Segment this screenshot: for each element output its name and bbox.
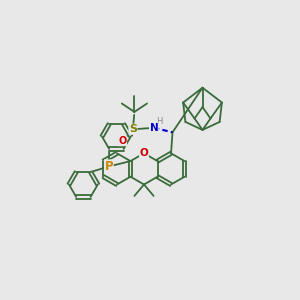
Text: S: S: [129, 124, 137, 134]
Text: N: N: [149, 123, 158, 133]
Text: H: H: [156, 117, 163, 126]
Text: P: P: [105, 160, 113, 173]
Text: O: O: [118, 136, 127, 146]
Text: O: O: [140, 148, 148, 158]
